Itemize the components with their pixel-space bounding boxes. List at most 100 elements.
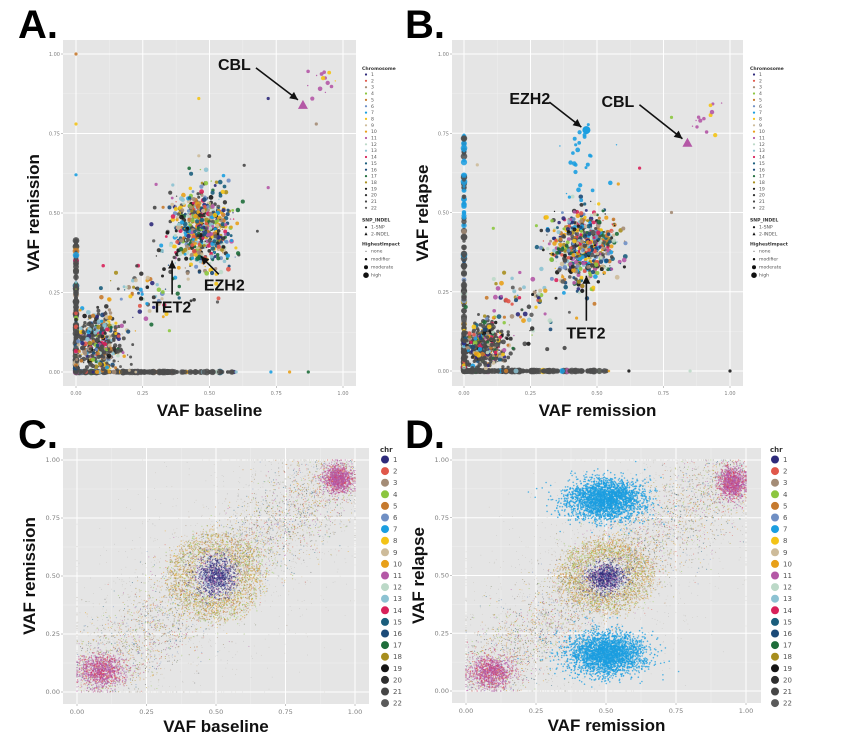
data-point	[113, 270, 119, 275]
data-point	[173, 618, 175, 620]
data-point	[334, 461, 336, 463]
data-point	[167, 205, 172, 210]
data-point	[162, 614, 164, 616]
data-point	[248, 513, 250, 515]
legend-label: high	[759, 273, 769, 279]
legend-label: 18	[371, 180, 377, 186]
data-point	[191, 190, 195, 193]
data-point	[138, 649, 140, 651]
data-point	[562, 291, 566, 295]
data-point	[222, 259, 227, 264]
y-tick-label: 0.50	[49, 211, 60, 217]
data-point	[164, 235, 168, 238]
data-point	[276, 502, 278, 504]
data-point	[251, 578, 253, 580]
data-point	[584, 257, 588, 262]
data-point	[324, 503, 326, 505]
data-point	[493, 294, 498, 300]
y-tick-label: 0.25	[46, 630, 60, 638]
data-point	[170, 196, 174, 200]
data-point	[511, 346, 515, 350]
data-point	[354, 461, 356, 463]
data-point	[592, 236, 596, 240]
data-point	[592, 301, 597, 306]
data-point	[292, 469, 295, 471]
legend-label: 7	[371, 110, 374, 116]
data-point	[596, 250, 598, 252]
data-point	[502, 321, 506, 325]
data-point	[570, 234, 575, 239]
data-point	[245, 578, 247, 580]
data-point	[315, 492, 317, 494]
data-point	[287, 518, 289, 520]
data-point	[166, 617, 168, 619]
data-point	[265, 535, 267, 537]
data-point	[197, 195, 201, 199]
data-point	[272, 515, 274, 517]
data-point	[329, 503, 331, 505]
data-point	[107, 619, 109, 621]
data-point	[169, 639, 171, 641]
y-axis-title: VAF remission	[20, 517, 39, 635]
data-point	[562, 265, 568, 270]
data-point	[255, 564, 258, 566]
data-point	[194, 629, 196, 631]
data-point	[565, 240, 570, 245]
data-point	[168, 586, 170, 588]
data-point	[145, 301, 149, 306]
data-point	[100, 328, 104, 332]
data-point	[288, 543, 290, 545]
data-point	[95, 348, 99, 351]
outlier-point	[242, 163, 246, 167]
data-point	[308, 504, 310, 506]
data-point	[277, 527, 279, 529]
data-point	[591, 220, 596, 225]
legend-label: modifier	[371, 257, 390, 263]
outlier-point	[234, 370, 238, 374]
legend-label: 1-SNP	[371, 225, 385, 231]
y-tick-label: 0.25	[438, 290, 449, 296]
data-point	[189, 605, 191, 607]
data-point	[555, 250, 560, 255]
data-point	[224, 239, 226, 241]
x-axis-title: VAF baseline	[157, 401, 263, 420]
data-point	[508, 324, 511, 326]
panel-c: 0.000.000.250.250.500.500.750.751.001.00…	[20, 446, 402, 736]
data-point	[281, 511, 283, 513]
data-point	[185, 591, 187, 593]
data-point	[498, 346, 501, 348]
data-point	[164, 544, 166, 546]
data-point	[199, 558, 201, 561]
outlier-point	[475, 163, 479, 167]
axis-point	[559, 368, 565, 374]
data-point	[150, 610, 152, 613]
annotation-label-tet2: TET2	[152, 300, 191, 317]
data-point	[123, 289, 126, 291]
data-point	[492, 308, 497, 313]
data-point	[579, 233, 583, 237]
legend-title-snp-indel: SNP_INDEL	[750, 218, 778, 224]
data-point	[549, 276, 554, 281]
data-point	[210, 246, 216, 251]
data-point	[224, 240, 229, 244]
data-point	[168, 628, 170, 630]
data-point	[236, 555, 238, 557]
data-point	[105, 365, 109, 370]
axis-point	[462, 322, 466, 326]
data-point	[114, 642, 116, 644]
axis-point	[166, 369, 172, 375]
data-point	[227, 508, 229, 510]
data-point	[153, 557, 155, 559]
data-point	[117, 343, 122, 348]
data-point	[502, 315, 506, 319]
data-point	[174, 262, 177, 264]
data-point	[590, 229, 592, 231]
data-point	[506, 299, 511, 304]
data-point	[117, 594, 119, 596]
data-point	[139, 271, 144, 276]
data-point	[196, 250, 202, 255]
axis-point	[72, 251, 80, 259]
data-point	[144, 671, 146, 673]
data-point	[713, 132, 718, 138]
legend-swatch	[752, 149, 756, 152]
